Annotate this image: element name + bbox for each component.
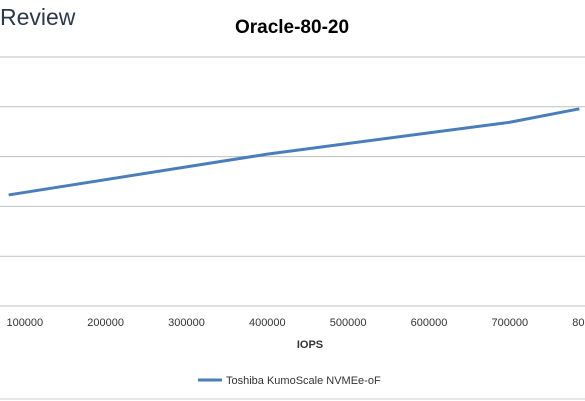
x-tick-label: 200000 [87,317,124,329]
x-tick-label: 500000 [330,317,367,329]
x-tick-label: 600000 [411,317,448,329]
legend-label: Toshiba KumoScale NVMEe-oF [226,375,381,387]
x-tick-label: 100000 [6,317,43,329]
x-tick-label: 300000 [168,317,205,329]
line-series [8,107,580,197]
x-tick-label: 800000 [572,317,585,329]
x-axis-label: IOPS [297,339,323,351]
chart-title: Oracle-80-20 [235,17,349,38]
x-tick-label: 700000 [491,317,528,329]
x-tick-label: 400000 [249,317,286,329]
brand-logo: Review [0,4,76,30]
